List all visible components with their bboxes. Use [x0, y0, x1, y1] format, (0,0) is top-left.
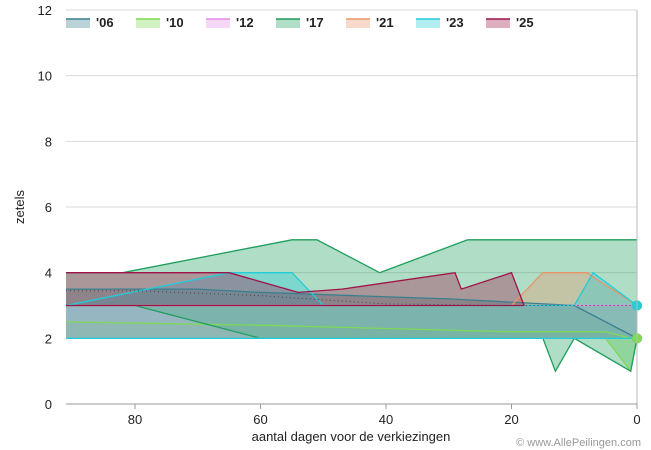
y-tick-label: 6: [45, 200, 52, 215]
legend-label: '10: [166, 15, 184, 30]
legend-swatch: [136, 19, 160, 28]
x-axis-title: aantal dagen voor de verkiezingen: [252, 429, 451, 444]
legend-swatch: [346, 19, 370, 28]
y-tick-label: 12: [38, 3, 52, 18]
x-tick-label: 80: [128, 412, 142, 427]
series-area-1: [66, 321, 637, 372]
legend-item: '17: [276, 15, 324, 30]
legend-swatch: [416, 19, 440, 28]
legend-label: '17: [306, 15, 324, 30]
axes: 0 2 4 6 8 10 12 80 60 40 20 0: [38, 3, 641, 427]
legend-item: '10: [136, 15, 184, 30]
legend-swatch: [206, 19, 230, 28]
legend-label: '23: [446, 15, 464, 30]
legend-item: '23: [416, 15, 464, 30]
legend-item: '06: [66, 15, 114, 30]
legend-item: '21: [346, 15, 394, 30]
y-tick-label: 4: [45, 266, 52, 281]
y-axis-title: zetels: [12, 190, 27, 224]
y-tick-label: 10: [38, 69, 52, 84]
y-tick-label: 0: [45, 397, 52, 412]
mean-dotted-line: [66, 290, 637, 306]
legend-label: '06: [96, 15, 114, 30]
legend-swatch: [276, 19, 300, 28]
legend-item: '25: [486, 15, 534, 30]
legend-item: '12: [206, 15, 254, 30]
y-tick-label: 2: [45, 331, 52, 346]
legend-swatch: [486, 19, 510, 28]
legend-label: '21: [376, 15, 394, 30]
legend-label: '25: [516, 15, 534, 30]
x-tick-label: 0: [633, 412, 640, 427]
legend: '06 '10 '12 '17 '21 '23 '25: [66, 15, 534, 30]
series-upper-line-6: [66, 271, 525, 306]
credit-text: © www.AllePeilingen.com: [516, 437, 641, 449]
series-area-2: [66, 305, 637, 339]
series-lines: [65, 239, 638, 373]
legend-label: '12: [236, 15, 254, 30]
x-tick-label: 40: [379, 412, 393, 427]
x-tick-label: 60: [253, 412, 267, 427]
legend-swatch: [66, 19, 90, 28]
y-tick-label: 8: [45, 134, 52, 149]
x-tick-label: 20: [504, 412, 518, 427]
